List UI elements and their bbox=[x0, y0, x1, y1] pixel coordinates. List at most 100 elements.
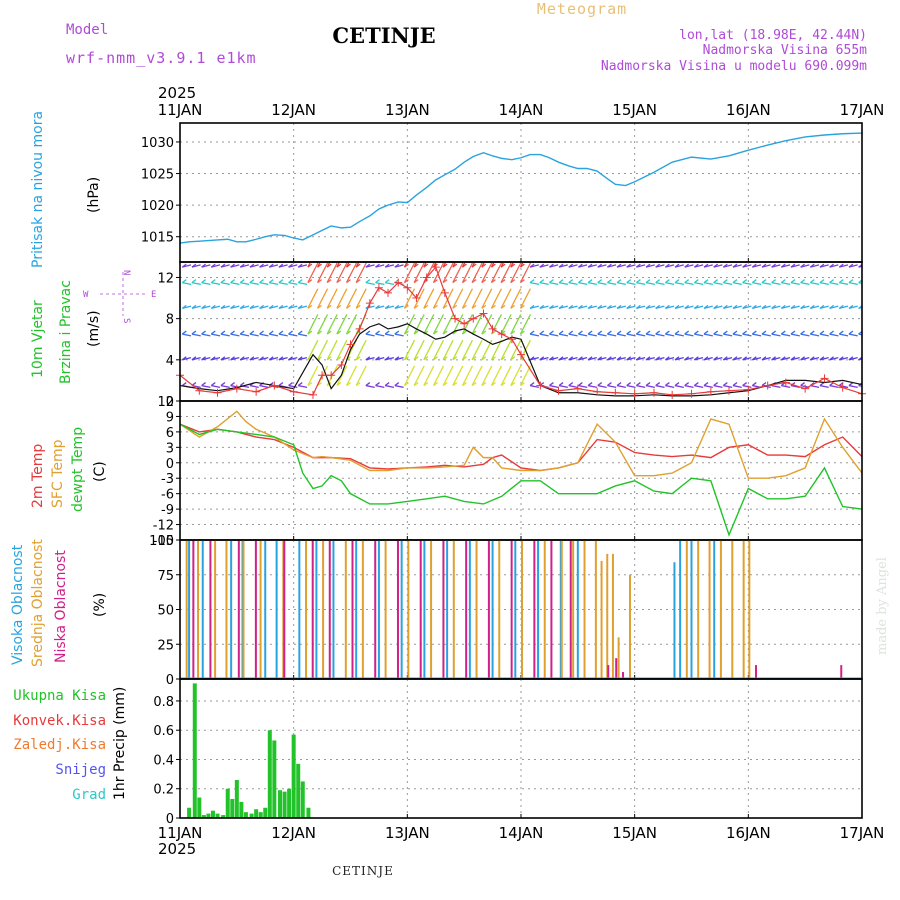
wind-arrow bbox=[500, 288, 512, 309]
credit-text: made by Angel bbox=[875, 557, 890, 655]
wind-arrow-head bbox=[616, 330, 622, 335]
wind-arrow-head bbox=[462, 263, 467, 268]
wind-gust-marker bbox=[232, 384, 241, 393]
wind-arrow-head bbox=[645, 330, 651, 335]
wind-arrow-head bbox=[413, 279, 419, 284]
wind-arrow bbox=[307, 262, 319, 283]
precip-bar bbox=[215, 813, 220, 818]
wind-arrow-head bbox=[520, 279, 525, 284]
wind-arrow-head bbox=[288, 279, 293, 284]
wind-arrow-head bbox=[268, 356, 274, 361]
wind-arrow-head bbox=[326, 263, 332, 268]
wind-arrow-head bbox=[693, 279, 699, 284]
compass-w: W bbox=[83, 290, 89, 300]
y-tick-label: 75 bbox=[157, 569, 174, 584]
wind-arrow bbox=[529, 281, 540, 286]
y-tick-label: 0 bbox=[166, 457, 174, 472]
wind-arrow bbox=[375, 281, 385, 286]
wind-gust-marker bbox=[469, 314, 478, 323]
wind-arrow bbox=[587, 384, 598, 388]
wind-arrow-head bbox=[664, 382, 670, 387]
wind-arrow bbox=[626, 333, 636, 337]
wind-arrow bbox=[355, 365, 367, 386]
wind-arrow-head bbox=[181, 304, 187, 309]
wind-arrow-head bbox=[616, 279, 622, 284]
wind-arrow-head bbox=[558, 279, 564, 284]
wind-arrow bbox=[510, 314, 522, 335]
wind-arrow bbox=[500, 365, 512, 386]
wind-arrow-head bbox=[452, 279, 458, 284]
wind-arrow-head bbox=[780, 279, 786, 284]
wind-arrow bbox=[471, 262, 483, 283]
wind-arrow bbox=[345, 262, 358, 283]
wind-arrow-head bbox=[626, 279, 632, 284]
wind-arrow bbox=[655, 384, 665, 388]
wind-arrow-head bbox=[549, 382, 554, 387]
wind-arrow bbox=[490, 288, 503, 309]
wind-arrow-head bbox=[848, 279, 854, 284]
precip-bar bbox=[263, 807, 268, 818]
wind-arrow-head bbox=[578, 382, 583, 387]
wind-arrow bbox=[278, 281, 288, 286]
wind-arrow-head bbox=[761, 382, 767, 387]
wind-arrow bbox=[423, 314, 435, 335]
wind-arrow bbox=[597, 384, 607, 388]
wind-arrow-head bbox=[549, 263, 554, 268]
wind-arrow-head bbox=[413, 263, 419, 268]
top-tick-label: 12JAN bbox=[271, 101, 316, 119]
wind-arrow bbox=[375, 333, 385, 337]
wind-arrow-head bbox=[288, 356, 293, 361]
wind-arrow bbox=[432, 288, 445, 309]
wind-arrow bbox=[316, 262, 321, 268]
wind-arrow bbox=[674, 333, 684, 337]
wind-gust-marker bbox=[431, 263, 440, 272]
wind-arrow-head bbox=[384, 263, 390, 268]
wind-arrow bbox=[781, 281, 791, 286]
wind-arrow-head bbox=[375, 356, 380, 361]
wind-arrow-head bbox=[568, 330, 574, 335]
y-tick-label: 25 bbox=[157, 638, 174, 653]
wind-arrow-head bbox=[355, 263, 361, 268]
y-tick-label: 6 bbox=[166, 426, 174, 441]
wind-arrow bbox=[510, 288, 522, 309]
wind-arrow-head bbox=[674, 356, 680, 361]
wind-arrow-head bbox=[587, 356, 593, 361]
wind-arrow bbox=[636, 281, 646, 286]
wind-arrow-head bbox=[742, 356, 748, 361]
wind-arrow-head bbox=[220, 304, 226, 309]
wind-arrow bbox=[616, 384, 626, 388]
wind-arrow bbox=[848, 281, 858, 286]
wind-arrow bbox=[558, 384, 569, 388]
wind-arrow-head bbox=[278, 279, 284, 284]
wind-arrow bbox=[326, 288, 338, 309]
wind-arrow-head bbox=[230, 279, 235, 284]
wind-arrow-head bbox=[452, 382, 458, 387]
wind-gust-marker bbox=[706, 387, 715, 396]
wind-arrow-head bbox=[655, 263, 661, 268]
wind-arrow-head bbox=[210, 279, 216, 284]
wind-arrow bbox=[510, 262, 522, 283]
wind-arrow-head bbox=[191, 263, 197, 268]
dewpt-line bbox=[179, 423, 863, 537]
wind-arrow bbox=[500, 262, 512, 283]
wind-arrow-head bbox=[645, 304, 651, 309]
wind-arrow-head bbox=[587, 304, 593, 309]
wind-arrow bbox=[442, 262, 447, 268]
wind-arrow-head bbox=[191, 279, 197, 284]
wind-arrow bbox=[423, 365, 435, 386]
wind-arrow bbox=[519, 288, 531, 309]
wind-arrow-head bbox=[268, 263, 274, 268]
wind-arrow bbox=[240, 281, 250, 286]
wind-arrow bbox=[326, 314, 338, 335]
y-tick-label: 3 bbox=[166, 441, 174, 456]
wind-arrow bbox=[858, 281, 862, 284]
wind-arrow bbox=[355, 339, 367, 361]
wind-arrow bbox=[481, 262, 493, 283]
wind-arrow-head bbox=[635, 330, 641, 335]
wind-gust-marker bbox=[289, 387, 298, 396]
wind-arrow bbox=[365, 384, 375, 388]
wind-arrow bbox=[490, 339, 503, 361]
wind-arrow-head bbox=[230, 263, 235, 268]
wind-arrow-head bbox=[433, 304, 438, 309]
